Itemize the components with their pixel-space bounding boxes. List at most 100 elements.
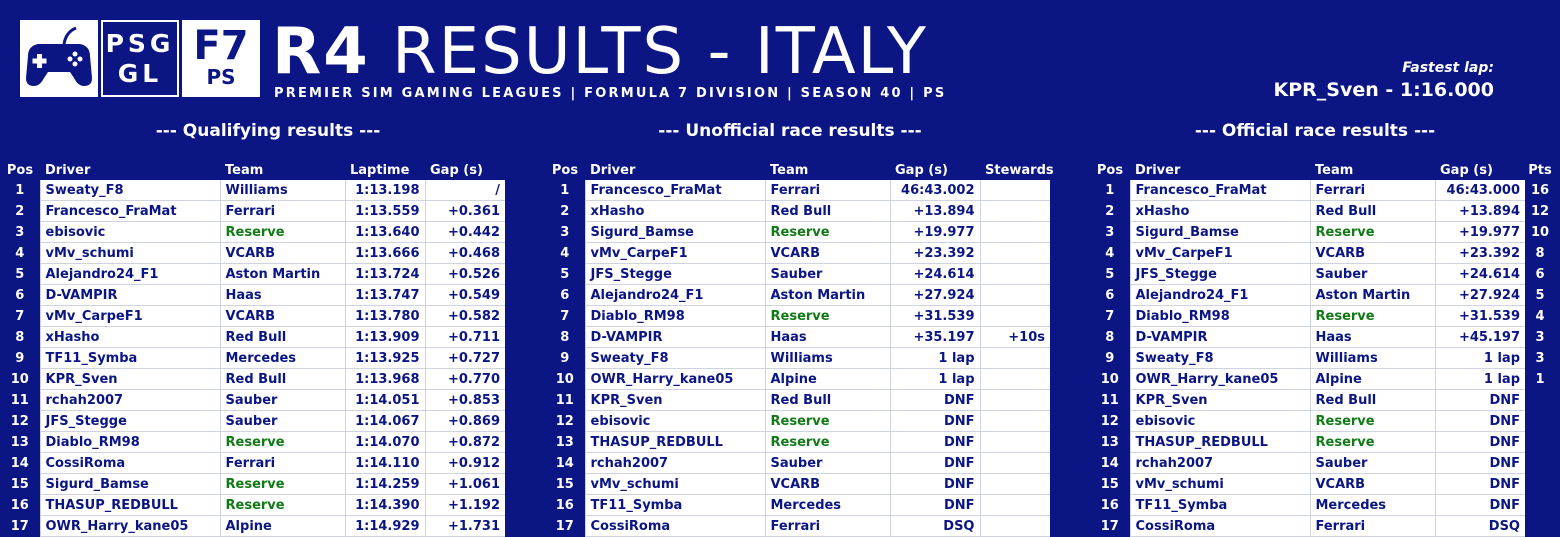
cell-stewards	[979, 515, 1050, 537]
cell-driver: CossiRoma	[1129, 515, 1310, 537]
cell-pos: 2	[15, 203, 25, 219]
cell-pts	[1525, 432, 1555, 453]
cell-team: Haas	[219, 284, 345, 306]
header-stewards: Stewards	[985, 162, 1054, 178]
cell-team: Sauber	[1309, 452, 1435, 474]
cell-driver: rchah2007	[39, 389, 220, 411]
cell-gap: +0.711	[424, 326, 505, 348]
cell-pos: 8	[560, 329, 570, 345]
cell-team: Reserve	[1309, 305, 1435, 327]
cell-team: Ferrari	[764, 515, 890, 537]
table-row: 12 ebisovic Reserve DNF	[1090, 410, 1555, 432]
cell-pos: 3	[1105, 224, 1115, 240]
cell-driver: Sigurd_Bamse	[1129, 221, 1310, 243]
cell-laptime: 1:14.110	[344, 452, 425, 474]
cell-gap: +23.392	[1434, 242, 1525, 264]
cell-gap: 1 lap	[1434, 368, 1525, 390]
header-team: Team	[770, 162, 809, 178]
header-pos: Pos	[1096, 162, 1124, 178]
table-row: 16 THASUP_REDBULL Reserve 1:14.390 +1.192	[0, 494, 505, 516]
cell-driver: vMv_schumi	[1129, 473, 1310, 495]
cell-gap: +1.061	[424, 473, 505, 495]
table-row: 4 vMv_CarpeF1 VCARB +23.392	[545, 242, 1050, 264]
cell-gap: +0.727	[424, 347, 505, 369]
cell-gap: DNF	[1434, 389, 1525, 411]
cell-pos: 15	[1100, 476, 1119, 492]
cell-gap: +0.912	[424, 452, 505, 474]
table-row: 13 Diablo_RM98 Reserve 1:14.070 +0.872	[0, 431, 505, 453]
cell-pos: 14	[1100, 455, 1119, 471]
unofficial-title: --- Unofficial race results ---	[658, 121, 922, 141]
cell-driver: D-VAMPIR	[39, 284, 220, 306]
header-gap: Gap (s)	[895, 162, 948, 178]
cell-driver: xHasho	[584, 200, 765, 222]
cell-pos: 15	[10, 476, 29, 492]
cell-stewards	[979, 452, 1050, 474]
cell-team: Reserve	[219, 221, 345, 243]
cell-gap: +0.853	[424, 389, 505, 411]
cell-gap: DNF	[889, 410, 980, 432]
cell-driver: CossiRoma	[39, 452, 220, 474]
table-row: 9 Sweaty_F8 Williams 1 lap 3	[1090, 347, 1555, 369]
cell-team: Sauber	[764, 452, 890, 474]
cell-driver: JFS_Stegge	[1129, 263, 1310, 285]
cell-pts: 12	[1530, 203, 1550, 219]
cell-team: Reserve	[219, 431, 345, 453]
table-row: 14 rchah2007 Sauber DNF	[545, 452, 1050, 474]
cell-driver: OWR_Harry_kane05	[584, 368, 765, 390]
table-row: 3 Sigurd_Bamse Reserve +19.977 10	[1090, 221, 1555, 243]
cell-driver: rchah2007	[1129, 452, 1310, 474]
cell-driver: Francesco_FraMat	[39, 200, 220, 222]
page-subtitle: PREMIER SIM GAMING LEAGUES | FORMULA 7 D…	[274, 86, 947, 101]
official-header-row: Pos Driver Team Gap (s) Pts	[1090, 160, 1555, 180]
fastest-lap-value: KPR_Sven - 1:16.000	[1273, 79, 1494, 101]
cell-team: Sauber	[219, 389, 345, 411]
cell-driver: THASUP_REDBULL	[39, 494, 220, 516]
cell-pts: 1	[1535, 371, 1545, 387]
cell-laptime: 1:14.051	[344, 389, 425, 411]
cell-pos: 6	[560, 287, 570, 303]
cell-gap: +13.894	[889, 200, 980, 222]
cell-pos: 12	[555, 413, 574, 429]
cell-laptime: 1:13.559	[344, 200, 425, 222]
qualifying-table: Pos Driver Team Laptime Gap (s) 1 Sweaty_…	[0, 160, 505, 537]
cell-driver: vMv_schumi	[584, 473, 765, 495]
table-row: 11 rchah2007 Sauber 1:14.051 +0.853	[0, 389, 505, 411]
cell-pos: 16	[10, 497, 29, 513]
cell-team: Alpine	[219, 515, 345, 537]
psgl-logo-line2: GL	[117, 58, 163, 88]
cell-gap: +1.192	[424, 494, 505, 516]
cell-gap: +0.872	[424, 431, 505, 453]
table-row: 9 Sweaty_F8 Williams 1 lap	[545, 347, 1050, 369]
cell-stewards	[979, 284, 1050, 306]
table-row: 1 Sweaty_F8 Williams 1:13.198/	[0, 180, 505, 201]
cell-driver: xHasho	[39, 326, 220, 348]
cell-driver: Sigurd_Bamse	[39, 473, 220, 495]
cell-pos: 5	[15, 266, 25, 282]
cell-driver: vMv_CarpeF1	[584, 242, 765, 264]
cell-team: Haas	[764, 326, 890, 348]
cell-team: Haas	[1309, 326, 1435, 348]
cell-gap: /	[424, 180, 505, 201]
cell-driver: TF11_Symba	[584, 494, 765, 516]
cell-stewards	[979, 389, 1050, 411]
table-row: 11 KPR_Sven Red Bull DNF	[1090, 389, 1555, 411]
cell-driver: OWR_Harry_kane05	[1129, 368, 1310, 390]
header-team: Team	[1315, 162, 1354, 178]
psgl-logo: PSG GL	[101, 20, 179, 97]
cell-pts: 3	[1535, 350, 1545, 366]
table-row: 15 Sigurd_Bamse Reserve 1:14.259 +1.061	[0, 473, 505, 495]
cell-pos: 13	[555, 434, 574, 450]
cell-laptime: 1:13.666	[344, 242, 425, 264]
cell-gap: +19.977	[889, 221, 980, 243]
cell-team: Ferrari	[1309, 180, 1435, 201]
cell-pos: 2	[1105, 203, 1115, 219]
title-text: RESULTS - ITALY	[392, 15, 928, 89]
cell-driver: THASUP_REDBULL	[584, 431, 765, 453]
cell-pts	[1525, 390, 1555, 411]
table-row: 2 Francesco_FraMat Ferrari 1:13.559 +0.361	[0, 200, 505, 222]
cell-stewards	[979, 200, 1050, 222]
cell-driver: D-VAMPIR	[1129, 326, 1310, 348]
table-row: 15 vMv_schumi VCARB DNF	[545, 473, 1050, 495]
header-pos: Pos	[551, 162, 579, 178]
